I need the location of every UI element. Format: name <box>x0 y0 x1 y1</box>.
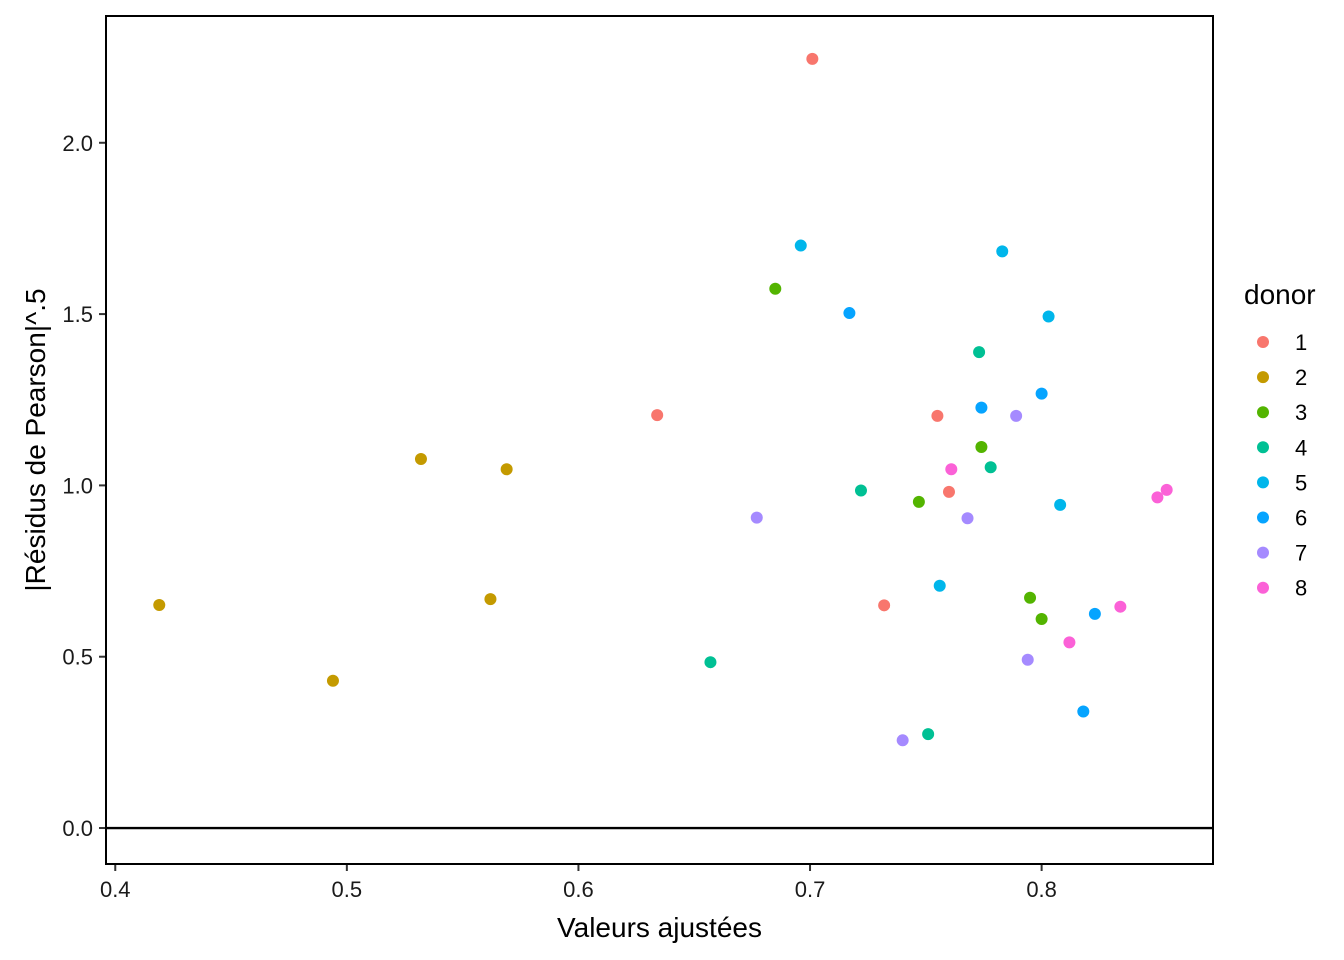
data-point-donor-1 <box>942 485 955 498</box>
data-point-donor-1 <box>651 409 664 422</box>
data-point-donor-8 <box>1160 483 1173 496</box>
data-point-donor-4 <box>704 656 717 669</box>
data-point-donor-8 <box>1151 491 1164 504</box>
x-tick-label: 0.7 <box>795 877 826 902</box>
y-axis-title: |Résidus de Pearson|^.5 <box>20 288 51 591</box>
data-point-donor-1 <box>878 599 891 612</box>
legend-key-2 <box>1257 371 1269 384</box>
x-tick-label: 0.4 <box>100 877 131 902</box>
data-point-donor-6 <box>843 307 856 320</box>
data-point-donor-7 <box>961 512 974 525</box>
data-point-donor-3 <box>1035 613 1048 626</box>
data-point-donor-1 <box>806 52 819 65</box>
legend-label-2: 2 <box>1295 365 1307 390</box>
y-tick-label: 0.0 <box>62 816 93 841</box>
data-point-donor-4 <box>973 346 986 359</box>
x-tick-label: 0.8 <box>1026 877 1057 902</box>
data-point-donor-5 <box>1054 498 1067 511</box>
x-tick-label: 0.6 <box>563 877 594 902</box>
legend-title: donor <box>1244 279 1316 310</box>
legend: donor 1 2 3 4 5 6 7 8 <box>1244 279 1316 601</box>
panel-border <box>105 15 1214 865</box>
legend-key-7 <box>1257 546 1269 559</box>
x-ticks <box>114 864 1043 871</box>
data-point-donor-7 <box>896 734 909 747</box>
data-point-donor-5 <box>1042 310 1055 323</box>
y-tick-label: 0.5 <box>62 645 93 670</box>
data-point-donor-1 <box>931 409 944 422</box>
data-point-donor-7 <box>1021 653 1034 666</box>
legend-key-5 <box>1257 476 1269 489</box>
legend-label-3: 3 <box>1295 400 1307 425</box>
legend-key-4 <box>1257 441 1269 454</box>
x-tick-labels: 0.4 0.5 0.6 0.7 0.8 <box>100 877 1057 902</box>
data-point-donor-4 <box>854 484 867 497</box>
y-tick-label: 1.0 <box>62 473 93 498</box>
legend-key-1 <box>1257 336 1269 348</box>
data-point-donor-8 <box>945 463 958 476</box>
data-point-donor-7 <box>1010 409 1023 422</box>
y-tick-labels: 0.0 0.5 1.0 1.5 2.0 <box>62 131 93 841</box>
data-point-donor-3 <box>769 282 782 295</box>
data-point-donor-5 <box>996 245 1009 258</box>
legend-key-3 <box>1257 406 1269 419</box>
x-tick-label: 0.5 <box>332 877 363 902</box>
legend-label-1: 1 <box>1295 330 1307 355</box>
data-point-donor-8 <box>1063 636 1076 649</box>
data-point-donor-4 <box>984 461 997 474</box>
legend-label-5: 5 <box>1295 470 1307 495</box>
y-tick-label: 2.0 <box>62 131 93 156</box>
data-point-donor-6 <box>975 401 988 414</box>
data-point-donor-2 <box>326 674 339 687</box>
data-point-donor-4 <box>922 728 935 741</box>
data-points <box>153 52 1173 747</box>
data-point-donor-3 <box>975 441 988 454</box>
data-point-donor-6 <box>1077 705 1090 718</box>
data-point-donor-2 <box>414 453 427 466</box>
legend-label-8: 8 <box>1295 576 1307 601</box>
data-point-donor-8 <box>1114 600 1127 613</box>
legend-label-7: 7 <box>1295 541 1307 566</box>
legend-label-4: 4 <box>1295 435 1307 460</box>
legend-label-6: 6 <box>1295 506 1307 531</box>
y-tick-label: 1.5 <box>62 302 93 327</box>
data-point-donor-5 <box>933 579 946 592</box>
legend-key-6 <box>1257 511 1269 524</box>
x-axis-title: Valeurs ajustées <box>557 912 762 943</box>
data-point-donor-6 <box>1035 387 1048 400</box>
data-point-donor-7 <box>750 511 763 524</box>
data-point-donor-5 <box>794 239 807 252</box>
data-point-donor-3 <box>912 495 925 508</box>
data-point-donor-2 <box>500 463 513 476</box>
data-point-donor-3 <box>1024 591 1037 604</box>
y-ticks <box>99 141 106 830</box>
data-point-donor-2 <box>484 593 497 606</box>
legend-key-8 <box>1257 581 1269 594</box>
data-point-donor-6 <box>1088 607 1101 620</box>
data-point-donor-2 <box>153 598 166 611</box>
